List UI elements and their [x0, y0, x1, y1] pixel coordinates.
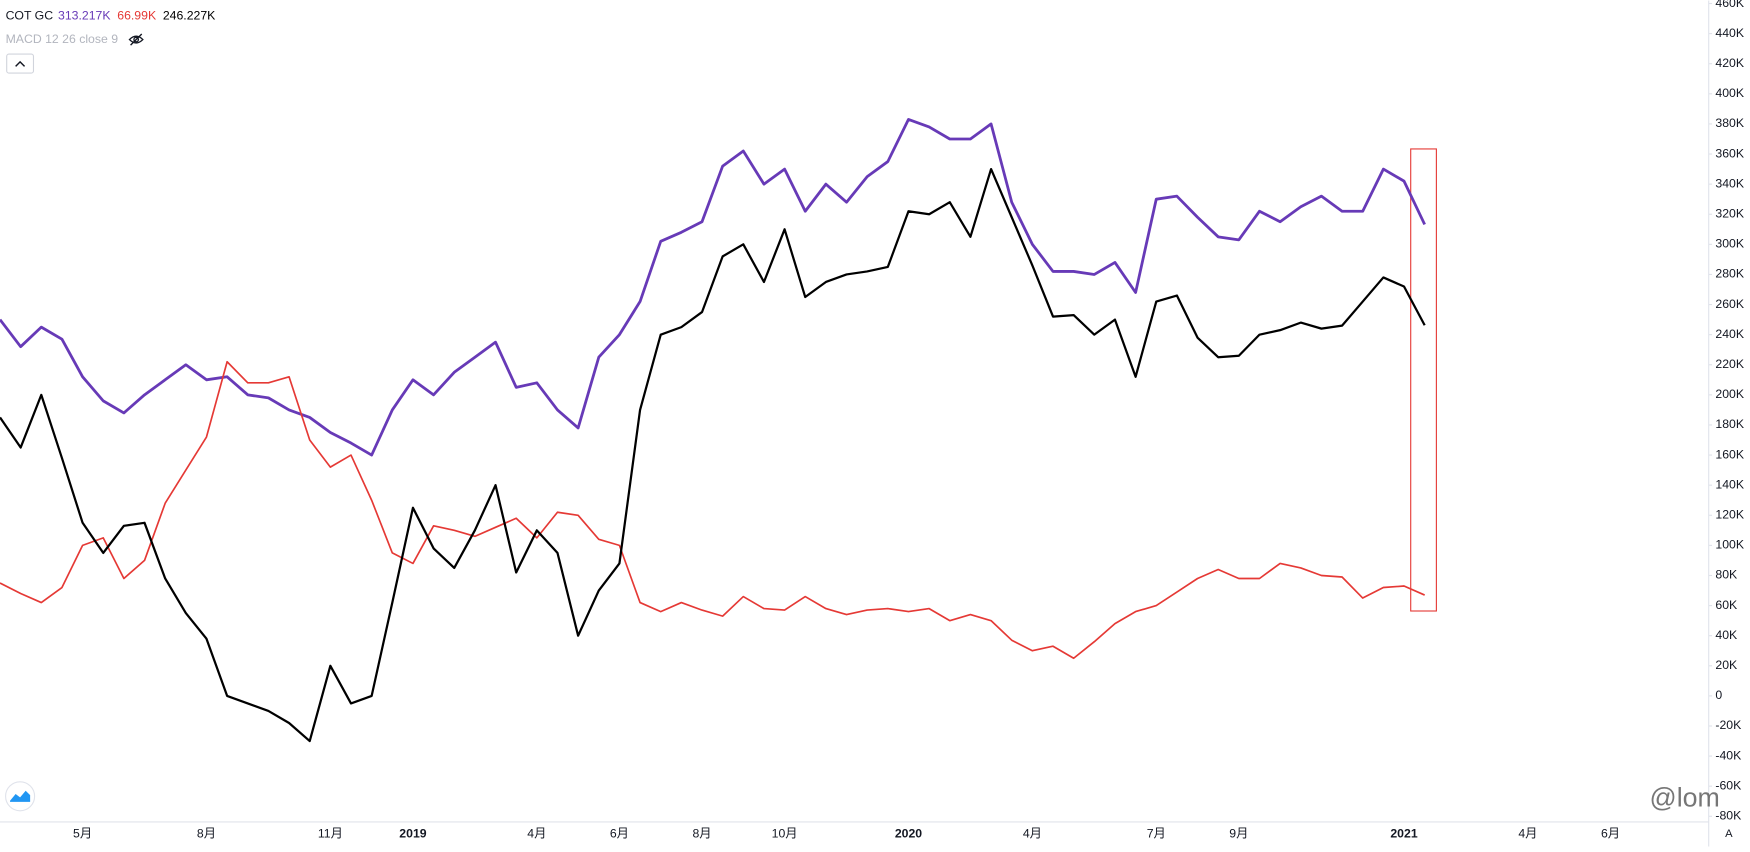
y-tick-label: 80K	[1715, 568, 1738, 582]
y-tick-label: 160K	[1715, 447, 1744, 461]
x-tick-label: 4月	[1023, 826, 1042, 840]
y-tick-label: 100K	[1715, 538, 1744, 552]
y-tick-label: 40K	[1715, 628, 1738, 642]
indicator-title: COT GC	[6, 8, 54, 22]
y-tick-label: 140K	[1715, 477, 1744, 491]
watermark: @lom	[1650, 783, 1720, 813]
y-tick-label: 360K	[1715, 146, 1744, 160]
series-line	[0, 118, 1426, 457]
y-tick-label: -80K	[1715, 809, 1742, 823]
y-tick-label: 460K	[1715, 0, 1744, 10]
x-tick-label: 2020	[895, 826, 922, 840]
x-tick-label: 8月	[692, 826, 711, 840]
x-tick-label: 6月	[610, 826, 629, 840]
y-tick-label: 400K	[1715, 86, 1744, 100]
legend-value: 313.217K	[58, 8, 111, 22]
y-tick-label: -20K	[1715, 718, 1742, 732]
logo[interactable]	[5, 781, 36, 812]
y-tick-label: 220K	[1715, 357, 1744, 371]
scale-button[interactable]: A	[1725, 828, 1733, 840]
series-line	[0, 360, 1426, 660]
x-tick-label: 7月	[1147, 826, 1166, 840]
y-tick-label: -40K	[1715, 748, 1742, 762]
y-tick-label: 20K	[1715, 658, 1738, 672]
y-tick-label: 280K	[1715, 267, 1744, 281]
y-tick-label: 260K	[1715, 297, 1744, 311]
y-tick-label: 180K	[1715, 417, 1744, 431]
sub-indicator: MACD 12 26 close 9	[6, 32, 119, 46]
y-tick-label: -60K	[1715, 778, 1742, 792]
legend-value: 246.227K	[163, 8, 216, 22]
x-tick-label: 5月	[73, 826, 92, 840]
y-tick-label: 240K	[1715, 327, 1744, 341]
x-tick-label: 2021	[1390, 826, 1417, 840]
y-tick-label: 380K	[1715, 116, 1744, 130]
y-tick-label: 340K	[1715, 176, 1744, 190]
y-tick-label: 120K	[1715, 508, 1744, 522]
x-tick-label: 9月	[1229, 826, 1248, 840]
y-tick-label: 0	[1715, 688, 1722, 702]
x-tick-label: 11月	[318, 826, 343, 840]
y-tick-label: 200K	[1715, 387, 1744, 401]
y-tick-label: 300K	[1715, 237, 1744, 251]
collapse-button[interactable]	[6, 53, 35, 74]
y-tick-label: 440K	[1715, 26, 1744, 40]
hide-icon[interactable]	[128, 33, 144, 46]
y-tick-label: 420K	[1715, 56, 1744, 70]
y-tick-label: 320K	[1715, 206, 1744, 220]
y-tick-label: 60K	[1715, 598, 1738, 612]
x-tick-label: 2019	[399, 826, 426, 840]
legend-value: 66.99K	[117, 8, 157, 22]
x-tick-label: 10月	[772, 826, 798, 840]
highlight-box	[1410, 148, 1437, 612]
x-tick-label: 6月	[1601, 826, 1620, 840]
x-tick-label: 8月	[197, 826, 216, 840]
series-line	[0, 167, 1426, 743]
x-tick-label: 4月	[527, 826, 546, 840]
x-tick-label: 4月	[1518, 826, 1537, 840]
